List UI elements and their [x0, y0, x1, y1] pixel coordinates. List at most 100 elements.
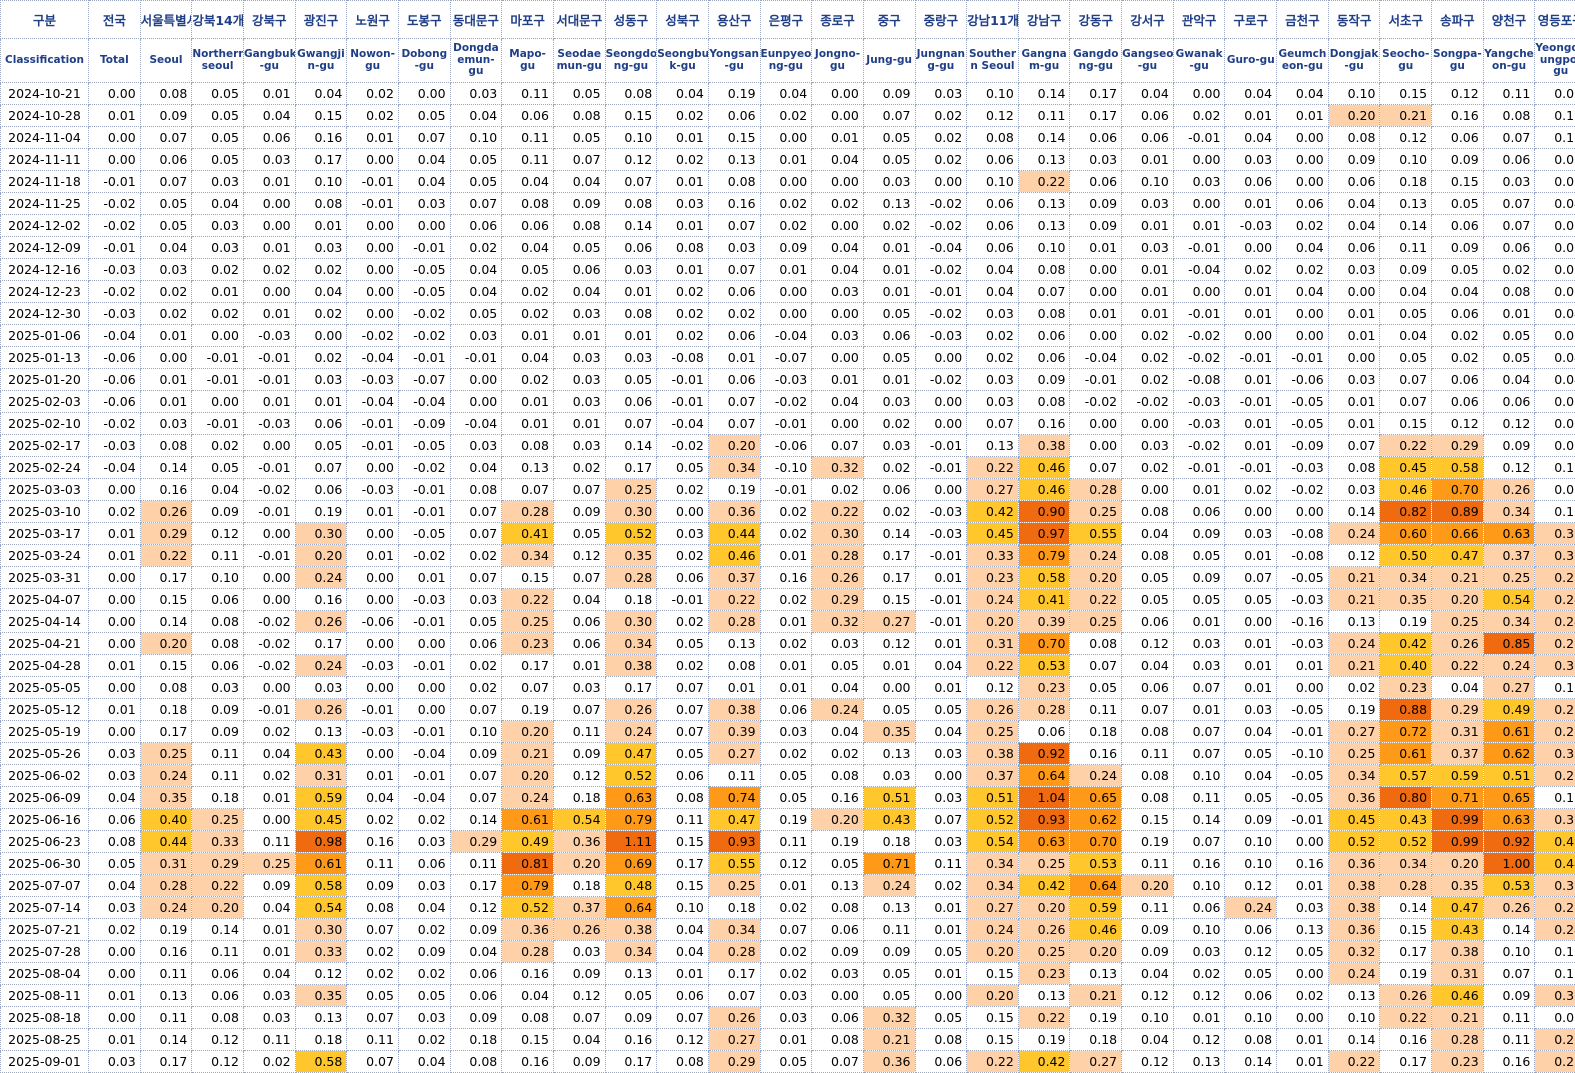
table-cell: 0.21 [1069, 984, 1123, 1007]
table-cell: -0.05 [397, 522, 451, 545]
table-cell: 0.01 [811, 368, 864, 391]
table-cell: 0.15 [1121, 808, 1174, 831]
table-cell: 0.08 [811, 764, 864, 787]
table-cell: 0.24 [862, 874, 916, 897]
table-cell: 0.03 [552, 302, 606, 325]
table-cell: 0.07 [1379, 390, 1433, 413]
table-cell: 0.06 [604, 390, 658, 413]
table-cell: 0.01 [1172, 698, 1226, 721]
table-cell: 0.20 [501, 764, 554, 787]
table-cell: 0.26 [1482, 478, 1536, 501]
table-cell: 0.01 [914, 896, 968, 919]
table-cell: 0.00 [346, 236, 399, 259]
row-date: 2025-03-17 [0, 522, 89, 545]
table-cell: 0.15 [862, 588, 916, 611]
row-date: 2025-01-13 [0, 346, 89, 369]
table-row: 2025-06-16 0.06 0.40 0.25 0.00 0.45 0.02 0.02 0.… [0, 808, 1575, 831]
table-cell: 0.11 [501, 126, 554, 149]
table-cell: 0.04 [1379, 280, 1433, 303]
table-cell: 0.25 [1327, 742, 1381, 765]
table-cell: 0.38 [604, 918, 658, 941]
table-cell: 0.16 [1534, 500, 1575, 523]
table-cell: 0.07 [449, 522, 503, 545]
table-cell: 0.01 [914, 962, 968, 985]
table-cell: 0.10 [1224, 852, 1278, 875]
table-cell: 0.24 [501, 786, 554, 809]
table-cell: 0.09 [346, 874, 399, 897]
table-cell: 0.19 [707, 82, 761, 105]
table-cell: 0.01 [914, 676, 968, 699]
table-cell: 0.38 [1431, 940, 1484, 963]
table-cell: 0.01 [862, 236, 916, 259]
table-cell: 0.34 [1379, 852, 1433, 875]
header-region-en: Mapo- gu [501, 38, 554, 83]
table-cell: 0.01 [1121, 302, 1174, 325]
table-cell: -0.03 [1276, 456, 1329, 479]
table-cell: 0.01 [759, 610, 813, 633]
table-cell: 0.02 [759, 632, 813, 655]
table-cell: 0.14 [604, 214, 658, 237]
table-cell: 0.07 [552, 478, 606, 501]
table-cell: 0.00 [346, 632, 399, 655]
table-cell: -0.09 [397, 412, 451, 435]
table-cell: 0.07 [914, 808, 968, 831]
header-region-kr: 동작구 [1327, 0, 1381, 39]
table-cell: -0.01 [914, 610, 968, 633]
table-cell: -0.04 [1069, 346, 1123, 369]
table-cell: 0.45 [1327, 808, 1381, 831]
table-cell: -0.05 [397, 258, 451, 281]
table-cell: 0.01 [759, 148, 813, 171]
table-cell: -0.02 [759, 390, 813, 413]
table-cell: 0.70 [1431, 478, 1484, 501]
table-cell: 0.03 [242, 984, 296, 1007]
row-date: 2025-05-19 [0, 720, 89, 743]
table-cell: 0.38 [604, 654, 658, 677]
table-cell: 0.22 [966, 1050, 1019, 1073]
table-cell: 0.00 [1069, 280, 1123, 303]
table-cell: 0.04 [242, 742, 296, 765]
table-cell: 0.16 [1017, 412, 1071, 435]
row-date: 2025-05-12 [0, 698, 89, 721]
table-cell: 0.01 [88, 984, 141, 1007]
table-cell: 0.08 [552, 214, 606, 237]
table-cell: 0.32 [862, 1006, 916, 1029]
table-cell: 0.03 [1327, 478, 1381, 501]
table-cell: 0.03 [966, 368, 1019, 391]
table-cell: -0.02 [1172, 324, 1226, 347]
table-cell: 0.03 [966, 390, 1019, 413]
table-cell: 0.33 [966, 544, 1019, 567]
table-cell: 0.07 [449, 764, 503, 787]
table-cell: 0.45 [1534, 830, 1575, 853]
table-cell: 0.02 [1121, 346, 1174, 369]
table-cell: -0.01 [1224, 346, 1278, 369]
table-cell: 0.00 [88, 676, 141, 699]
table-cell: 0.06 [966, 214, 1019, 237]
table-cell: 0.38 [966, 742, 1019, 765]
table-cell: 0.01 [914, 918, 968, 941]
table-cell: 0.00 [914, 764, 968, 787]
table-cell: 0.35 [862, 720, 916, 743]
header-region-en: Gwangji n-gu [294, 38, 348, 83]
table-cell: 0.16 [1276, 852, 1329, 875]
table-cell: 0.82 [1379, 500, 1433, 523]
table-cell: 0.05 [191, 456, 244, 479]
table-row: 2025-05-12 0.01 0.18 0.09 -0.01 0.26 -0.01 0.00… [0, 698, 1575, 721]
table-cell: 0.49 [501, 830, 554, 853]
table-cell: 0.10 [1327, 1006, 1381, 1029]
table-cell: 0.01 [242, 82, 296, 105]
table-cell: 0.28 [604, 566, 658, 589]
table-row: 2025-08-25 0.01 0.14 0.12 0.11 0.18 0.11 0.02 0.… [0, 1028, 1575, 1051]
table-cell: 0.70 [1017, 632, 1071, 655]
table-cell: -0.07 [397, 368, 451, 391]
table-cell: -0.05 [1276, 786, 1329, 809]
table-cell: 0.28 [1431, 1028, 1484, 1051]
table-cell: 0.03 [1224, 522, 1278, 545]
table-cell: 0.06 [1224, 918, 1278, 941]
table-cell: 0.16 [139, 940, 193, 963]
table-cell: 0.12 [1431, 82, 1484, 105]
table-cell: 0.38 [1327, 896, 1381, 919]
table-cell: 0.29 [811, 588, 864, 611]
table-cell: 0.07 [346, 1050, 399, 1073]
table-cell: 0.03 [914, 742, 968, 765]
table-cell: 0.00 [1276, 830, 1329, 853]
